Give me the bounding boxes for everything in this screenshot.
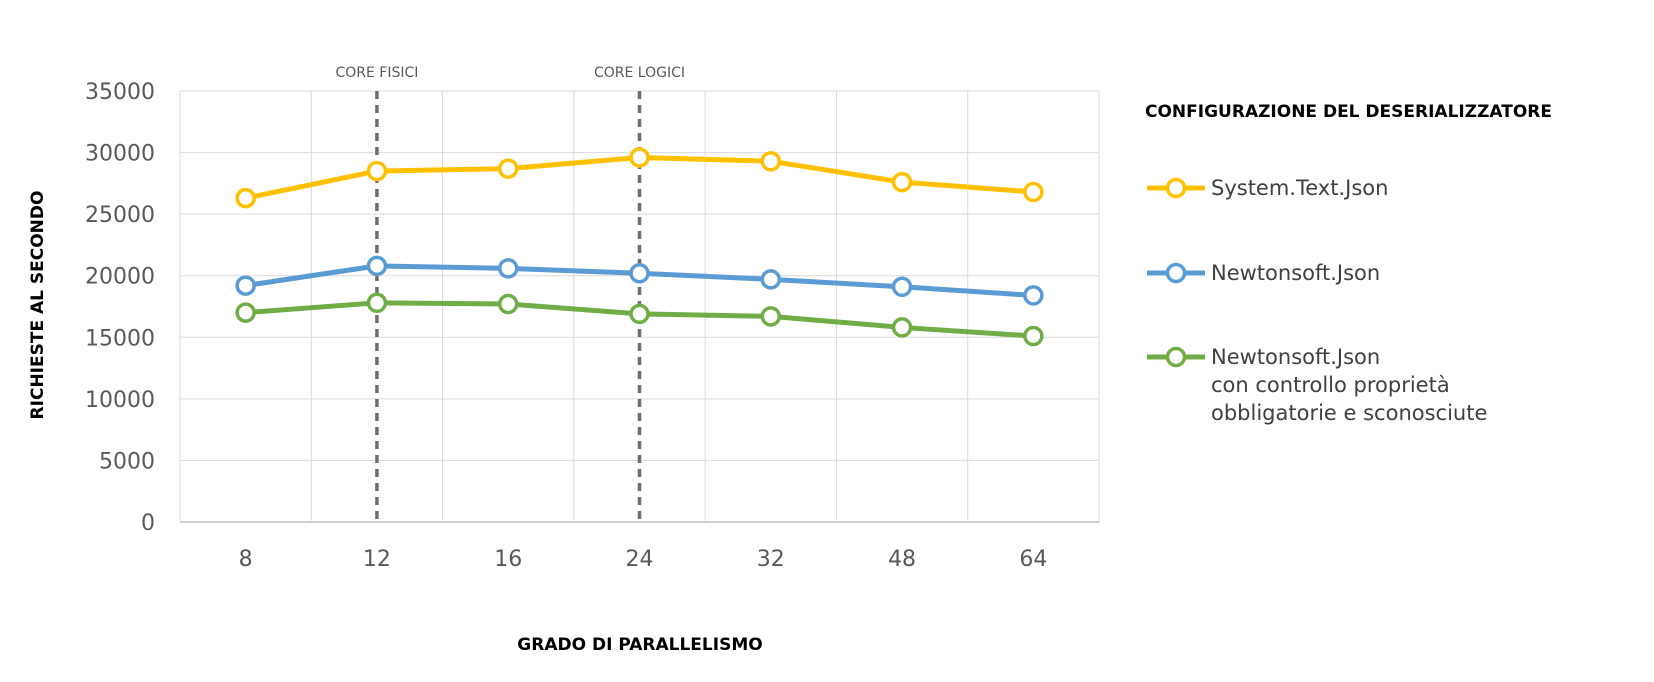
data-point	[366, 292, 388, 314]
data-point	[235, 275, 256, 296]
x-axis-title: GRADO DI PARALLELISMO	[517, 635, 762, 655]
x-tick-label: 64	[1019, 547, 1047, 572]
legend-title: CONFIGURAZIONE DEL DESERIALIZZATORE	[1145, 102, 1552, 122]
legend-entry: Newtonsoft.Json	[1211, 261, 1380, 285]
data-point	[235, 187, 256, 209]
x-axis-ticks: 8 12 16 24 32 48 64	[239, 547, 1048, 572]
x-tick-label: 32	[757, 547, 785, 572]
data-point	[1023, 181, 1044, 203]
vertical-markers: CORE FISICI CORE LOGICI	[335, 65, 685, 522]
y-tick-label: 10000	[85, 388, 155, 413]
legend-swatch-marker	[1165, 262, 1187, 284]
data-point	[235, 302, 256, 323]
data-point	[366, 160, 388, 182]
data-point	[760, 269, 782, 290]
y-tick-label: 20000	[85, 265, 155, 290]
y-tick-label: 0	[141, 511, 155, 536]
y-tick-label: 35000	[85, 80, 155, 105]
legend-entry: System.Text.Json	[1211, 176, 1388, 200]
x-tick-label: 16	[494, 547, 522, 572]
x-tick-label: 8	[239, 547, 253, 572]
y-tick-label: 30000	[85, 142, 155, 167]
data-point	[891, 276, 913, 298]
marker-label: CORE FISICI	[335, 65, 418, 81]
data-point	[629, 303, 650, 325]
legend: CONFIGURAZIONE DEL DESERIALIZZATORE Syst…	[1145, 102, 1552, 425]
data-point	[497, 258, 519, 279]
data-point	[1023, 325, 1044, 347]
y-tick-label: 5000	[99, 449, 155, 474]
data-point	[760, 150, 782, 172]
y-tick-label: 25000	[85, 203, 155, 228]
data-point	[891, 171, 913, 193]
x-tick-label: 48	[888, 547, 916, 572]
y-tick-label: 15000	[85, 326, 155, 351]
data-point	[891, 317, 913, 338]
data-point	[760, 306, 782, 327]
series-lines	[235, 147, 1044, 347]
data-point	[1023, 285, 1044, 306]
y-axis-title: RICHIESTE AL SECONDO	[28, 191, 48, 420]
data-point	[497, 293, 519, 315]
data-point	[629, 147, 650, 168]
data-point	[629, 263, 650, 284]
legend-swatch-marker	[1165, 346, 1187, 368]
marker-label: CORE LOGICI	[594, 65, 685, 81]
data-point	[497, 158, 519, 179]
legend-swatch-marker	[1165, 177, 1187, 199]
x-tick-label: 12	[363, 547, 391, 572]
x-tick-label: 24	[626, 547, 654, 572]
y-axis-ticks: 0 5000 10000 15000 20000 25000 30000 35000	[85, 80, 155, 536]
data-point	[366, 255, 388, 277]
legend-entry: Newtonsoft.Json con controllo proprietà ob…	[1211, 345, 1487, 425]
